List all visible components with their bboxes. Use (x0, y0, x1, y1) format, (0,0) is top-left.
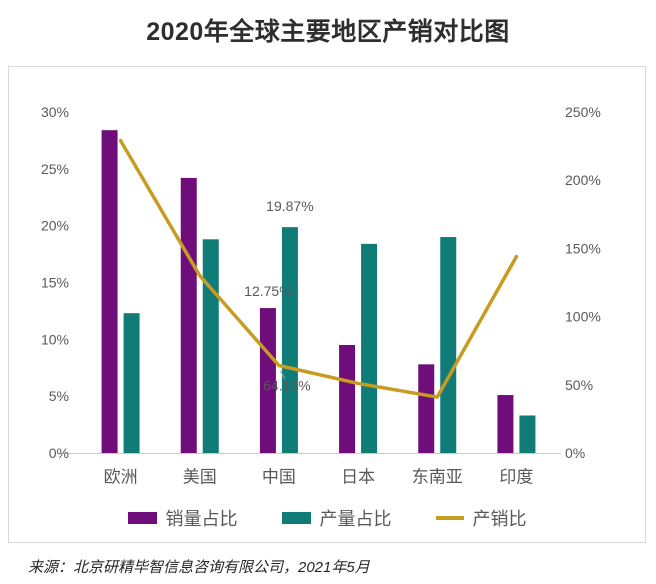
bar-sales-share-usa (180, 177, 197, 453)
legend-item-ratio[interactable]: 产销比 (435, 505, 527, 531)
left-axis-tick: 5% (49, 388, 69, 404)
chart-title: 2020年全球主要地区产销对比图 (146, 18, 510, 46)
right-axis-tick: 250% (565, 104, 601, 120)
bar-production-share-usa (202, 239, 219, 453)
data-label-production-share-china: 19.87% (266, 198, 313, 214)
category-label-europe: 欧洲 (104, 468, 138, 487)
right-axis-tick: 50% (565, 377, 593, 393)
legend-label-ratio: 产销比 (472, 509, 527, 529)
production-sales-ratio-line (118, 138, 519, 399)
left-axis-tick: 20% (41, 218, 69, 234)
bar-sales-share-southeast-asia (418, 364, 435, 453)
category-label-usa: 美国 (183, 468, 217, 487)
left-axis-tick: 15% (41, 275, 69, 291)
right-axis-tick: 0% (565, 445, 585, 461)
legend-item-production-share[interactable]: 产量占比 (281, 505, 392, 531)
right-axis-tick: 150% (565, 240, 601, 256)
chart-legend: 销量占比 产量占比 产销比 (9, 505, 645, 531)
source-note: 来源：北京研精毕智信息咨询有限公司，2021年5月 (28, 559, 370, 576)
sales-share-swatch-icon (127, 512, 157, 524)
legend-item-sales-share[interactable]: 销量占比 (127, 505, 238, 531)
category-label-japan: 日本 (341, 468, 375, 487)
bar-production-share-india (519, 415, 536, 453)
ratio-label-leader-line (279, 370, 286, 379)
combo-chart-canvas: 0% 5% 10% 15% 20% 25% 30% 0% 50% 100% 150% 200% 250%… (41, 104, 601, 487)
left-axis-tick: 30% (41, 104, 69, 120)
bar-sales-share-japan (339, 345, 356, 453)
left-axis-tick: 25% (41, 161, 69, 177)
bar-production-share-southeast-asia (440, 237, 457, 453)
category-label-china: 中国 (262, 468, 296, 487)
bar-production-share-japan (361, 243, 378, 453)
data-label-sales-share-china: 12.75% (244, 283, 291, 299)
category-label-india: 印度 (499, 468, 533, 487)
data-label-production-sales-ratio-china: 64.14% (263, 378, 310, 394)
ratio-line-swatch-icon (435, 516, 464, 520)
chart-plot-area: 0% 5% 10% 15% 20% 25% 30% 0% 50% 100% 150% 200% 250%… (8, 66, 646, 543)
bar-sales-share-europe (101, 130, 118, 453)
legend-label-production-share: 产量占比 (319, 509, 392, 529)
right-axis-tick: 100% (565, 309, 601, 325)
bar-production-share-china (281, 227, 298, 453)
left-axis-tick: 0% (49, 445, 69, 461)
category-label-southeast-asia: 东南亚 (412, 468, 463, 487)
bar-sales-share-india (497, 395, 514, 453)
bar-sales-share-china (259, 308, 276, 453)
bar-production-share-europe (123, 313, 140, 453)
production-share-swatch-icon (281, 512, 311, 524)
left-axis-tick: 10% (41, 331, 69, 347)
right-axis-tick: 200% (565, 172, 601, 188)
legend-label-sales-share: 销量占比 (165, 509, 238, 529)
